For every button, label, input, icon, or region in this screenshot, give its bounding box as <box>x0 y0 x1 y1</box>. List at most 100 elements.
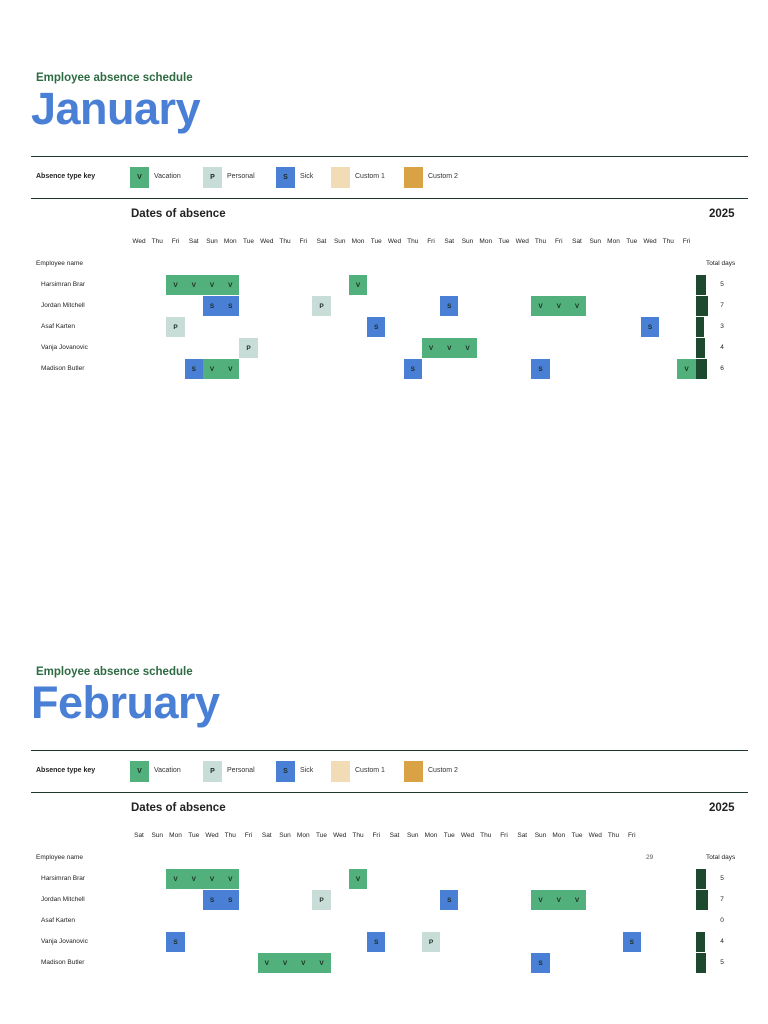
absence-cell[interactable]: V <box>184 275 203 295</box>
day-header: Sat <box>261 832 272 839</box>
day-header: Fri <box>171 238 180 245</box>
absence-cell[interactable]: V <box>202 275 222 295</box>
absence-cell[interactable]: V <box>221 869 240 889</box>
section-january: Employee absence schedule January Absenc… <box>31 72 748 379</box>
absence-cell[interactable]: V <box>202 869 222 889</box>
absence-cell[interactable]: S <box>367 317 386 337</box>
total-bar <box>696 338 705 358</box>
day-header: Tue <box>316 832 327 839</box>
day-header: Wed <box>260 238 274 245</box>
day-header: Fri <box>299 238 308 245</box>
dates-of-absence-title: Dates of absence <box>131 208 226 220</box>
day-header: Sun <box>406 832 419 839</box>
key-personal-label: Personal <box>227 767 255 774</box>
day-header: Sat <box>316 238 327 245</box>
absence-cell[interactable]: V <box>567 296 587 316</box>
key-personal-swatch: P <box>203 167 222 188</box>
total-days-value: 5 <box>720 875 724 882</box>
key-personal-label: Personal <box>227 173 255 180</box>
key-sick-swatch: S <box>276 761 295 782</box>
absence-cell[interactable]: S <box>403 359 422 379</box>
day-header: Fri <box>372 832 381 839</box>
month-title: February <box>31 677 220 728</box>
absence-cell[interactable]: V <box>567 890 587 910</box>
employee-name: Asaf Karten <box>41 917 75 924</box>
absence-cell[interactable]: V <box>677 359 696 379</box>
absence-cell[interactable]: V <box>421 338 441 358</box>
day-header: Sat <box>389 832 400 839</box>
day-header: Tue <box>626 238 638 245</box>
absence-cell[interactable]: S <box>184 359 203 379</box>
month-title: January <box>31 83 201 134</box>
absence-cell[interactable]: V <box>202 359 222 379</box>
key-custom1-swatch <box>331 167 350 188</box>
absence-cell[interactable]: P <box>421 932 441 952</box>
absence-cell[interactable]: S <box>202 890 222 910</box>
total-days-value: 5 <box>720 959 724 966</box>
day-header: Sun <box>589 238 602 245</box>
absence-cell[interactable]: V <box>312 953 331 973</box>
absence-cell[interactable]: S <box>531 953 550 973</box>
divider <box>31 156 748 157</box>
day-header: Mon <box>424 832 438 839</box>
absence-cell[interactable]: V <box>221 359 240 379</box>
absence-cell[interactable]: V <box>294 953 313 973</box>
day-marker: 29 <box>646 854 654 861</box>
absence-cell[interactable]: V <box>348 275 368 295</box>
absence-cell[interactable]: S <box>622 932 641 952</box>
key-vacation-label: Vacation <box>154 767 181 774</box>
day-header: Thu <box>662 238 674 245</box>
absence-cell[interactable]: V <box>549 296 568 316</box>
day-header: Thu <box>151 238 163 245</box>
total-days-value: 7 <box>720 302 724 309</box>
absence-cell[interactable]: S <box>440 296 459 316</box>
total-days-value: 0 <box>720 917 724 924</box>
absence-cell[interactable]: V <box>257 953 276 973</box>
employee-name: Harsimran Brar <box>41 875 86 882</box>
day-header: Sun <box>206 238 218 245</box>
day-header: Tue <box>243 238 254 245</box>
absence-cell[interactable]: P <box>312 890 331 910</box>
key-vacation-swatch: V <box>130 761 149 782</box>
absence-cell[interactable]: S <box>440 890 459 910</box>
total-days-header: Total days <box>706 854 736 861</box>
absence-cell[interactable]: S <box>531 359 550 379</box>
day-header: Sun <box>151 832 164 839</box>
total-bar <box>696 890 708 910</box>
key-vacation-label: Vacation <box>154 173 181 180</box>
absence-cell[interactable]: V <box>531 890 550 910</box>
day-header: Sun <box>279 832 291 839</box>
day-header: Wed <box>515 238 529 245</box>
day-header: Fri <box>500 832 508 839</box>
total-bar <box>696 359 707 379</box>
key-custom1-label: Custom 1 <box>355 767 385 774</box>
absence-cell[interactable]: P <box>239 338 258 358</box>
absence-cell[interactable]: S <box>221 296 240 316</box>
absence-cell[interactable]: S <box>367 932 386 952</box>
day-header: Tue <box>443 832 455 839</box>
day-header: Fri <box>682 238 691 245</box>
absence-cell[interactable]: V <box>221 275 240 295</box>
absence-cell[interactable]: V <box>549 890 568 910</box>
absence-cell[interactable]: V <box>458 338 477 358</box>
key-vacation-swatch: V <box>130 167 149 188</box>
day-header: Fri <box>427 238 435 245</box>
absence-cell[interactable]: V <box>166 275 185 295</box>
absence-cell[interactable]: S <box>221 890 240 910</box>
absence-cell[interactable]: V <box>440 338 459 358</box>
absence-cell[interactable]: P <box>312 296 331 316</box>
absence-cell[interactable]: S <box>166 932 185 952</box>
key-custom2-swatch <box>404 167 423 188</box>
absence-cell[interactable]: V <box>348 869 368 889</box>
absence-cell[interactable]: S <box>202 296 222 316</box>
absence-cell[interactable]: V <box>166 869 185 889</box>
day-header: Fri <box>627 832 636 839</box>
divider <box>31 750 748 751</box>
day-header: Sat <box>188 238 199 245</box>
total-days-header: Total days <box>706 260 736 267</box>
absence-cell[interactable]: S <box>640 317 660 337</box>
absence-cell[interactable]: V <box>275 953 295 973</box>
absence-cell[interactable]: P <box>166 317 185 337</box>
absence-cell[interactable]: V <box>531 296 550 316</box>
absence-cell[interactable]: V <box>184 869 203 889</box>
